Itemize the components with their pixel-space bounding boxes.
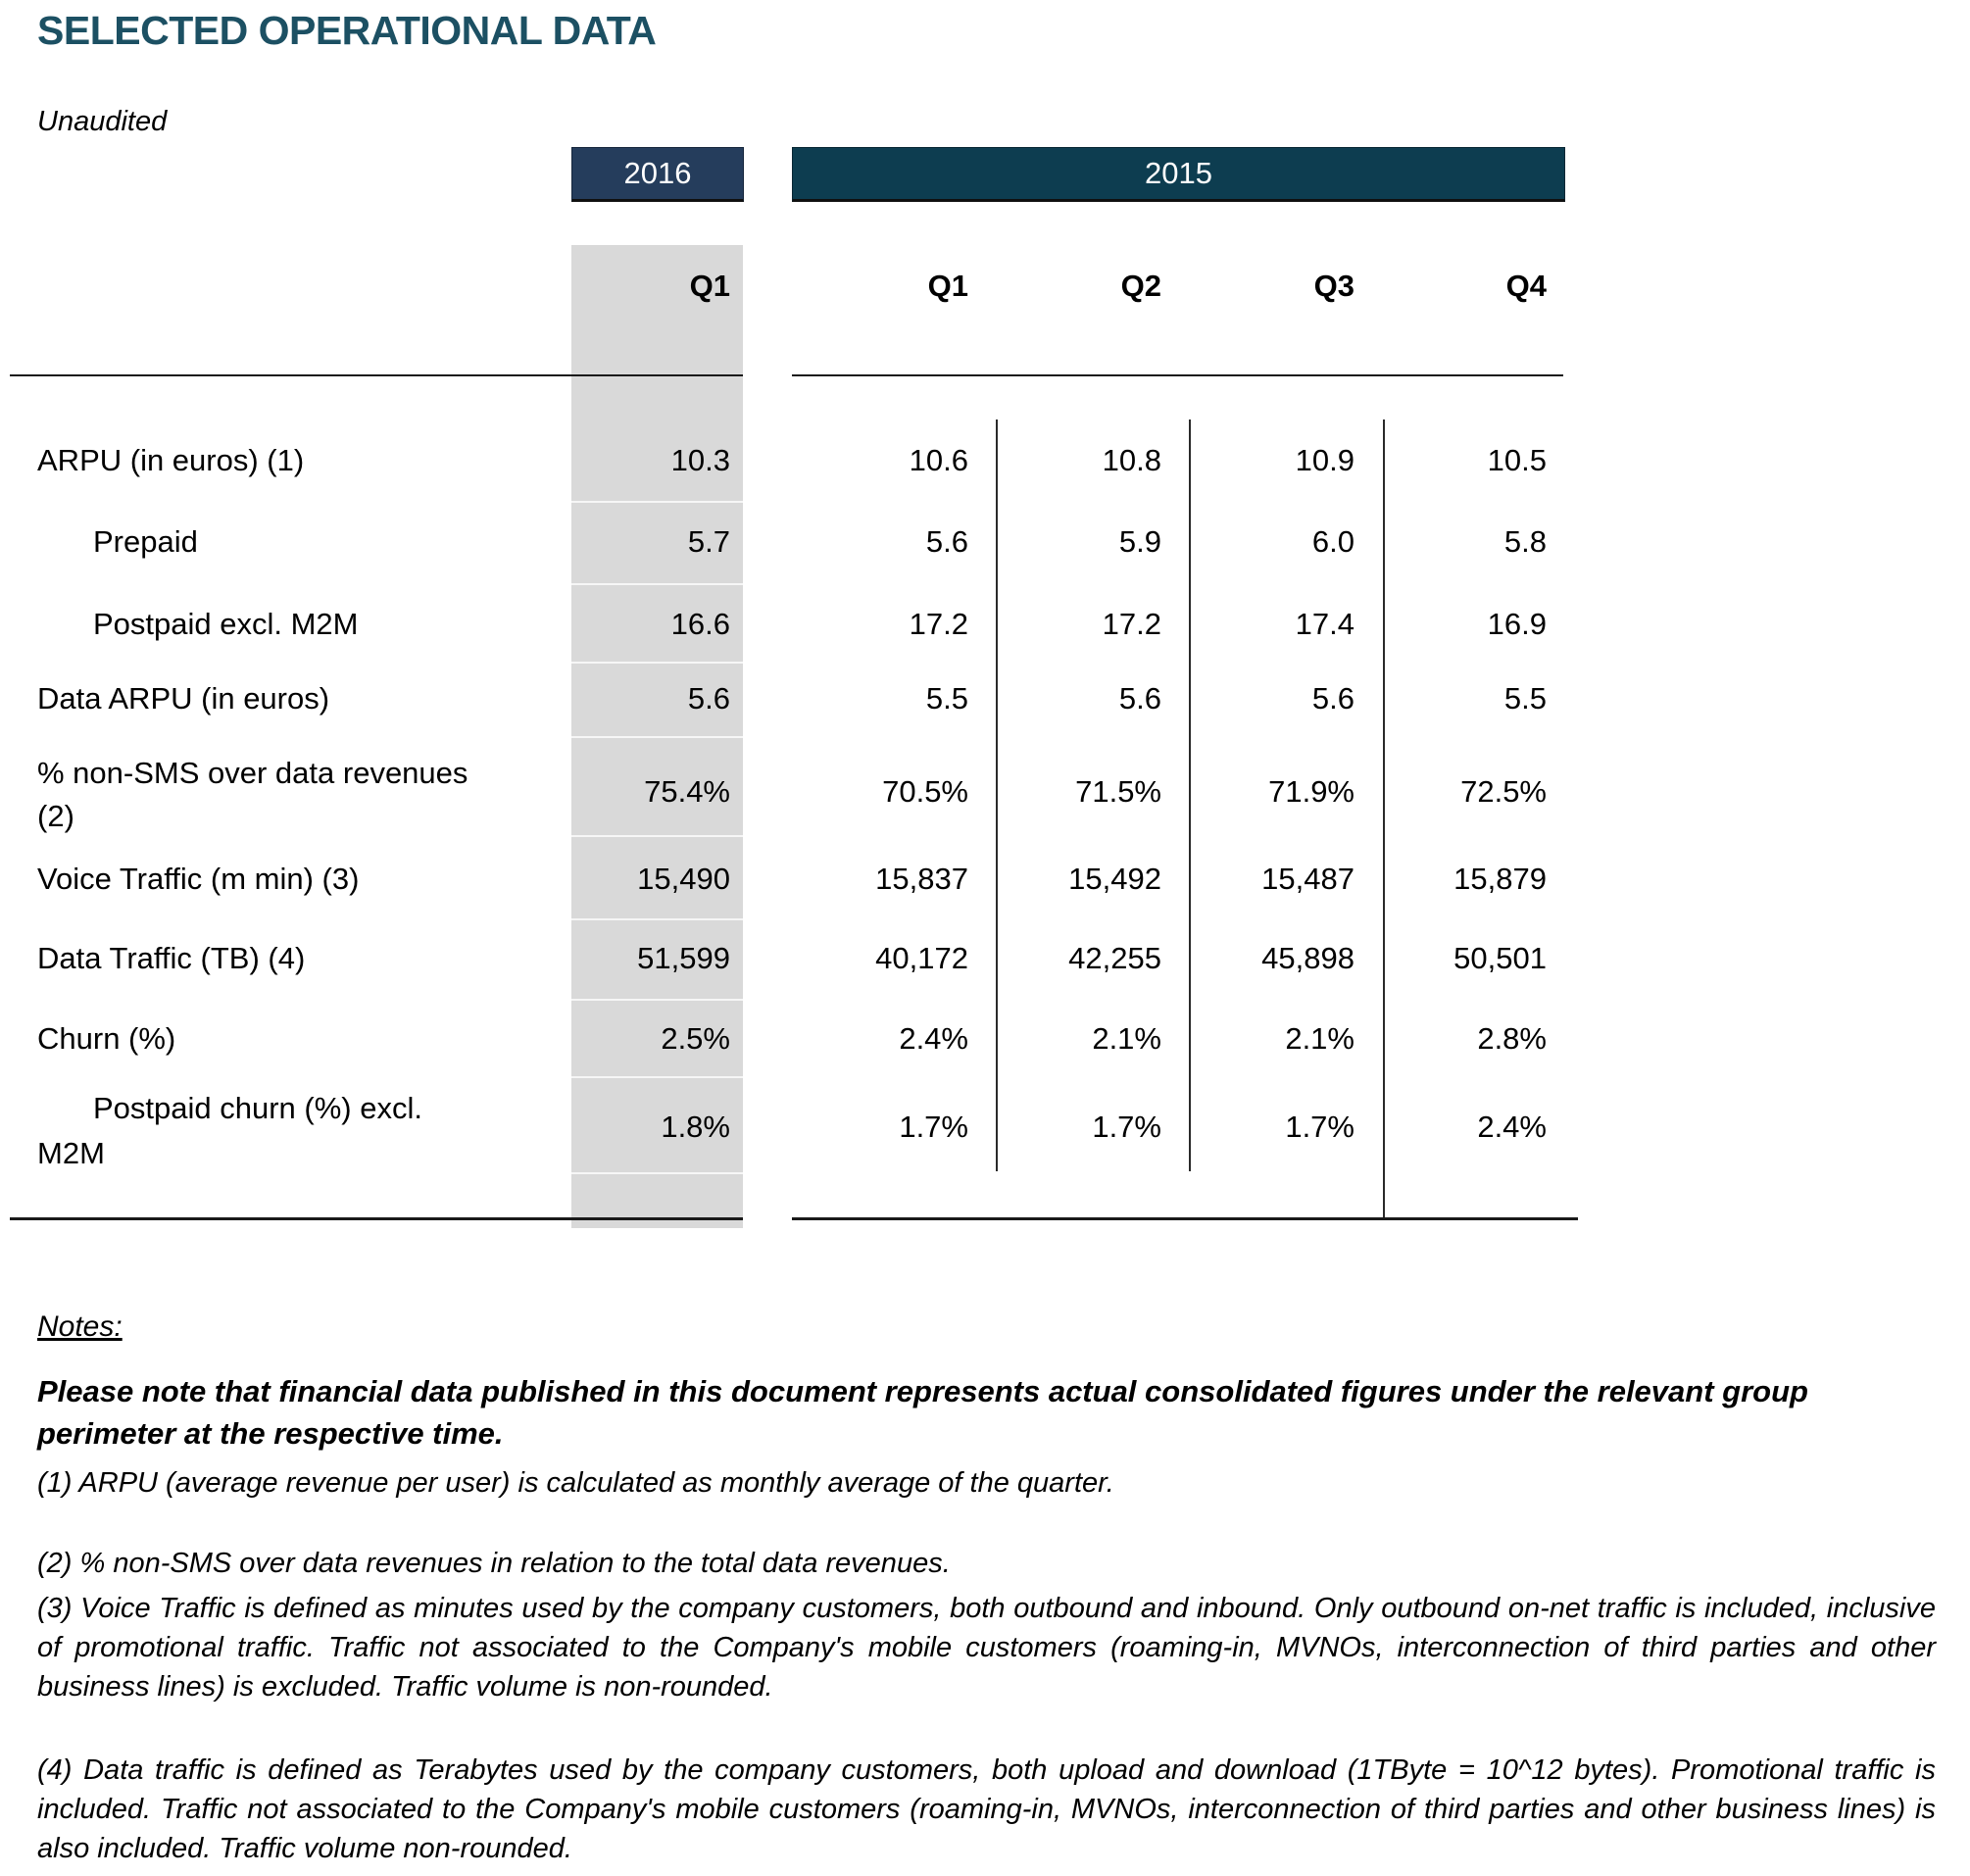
grey-row-separator [571,918,743,920]
cell-2015-q4: 72.5% [1460,774,1547,809]
cell-2015-q2: 17.2 [1102,607,1161,641]
grey-row-separator [571,736,743,738]
row-label: % non-SMS over data revenues (2) [37,756,468,833]
cell-2016-q1: 5.6 [687,681,730,716]
cell-2015-q1: 5.6 [925,524,968,559]
cell-2016-q1: 16.6 [670,607,730,641]
cell-2015-q3: 10.9 [1295,443,1354,477]
row-label: Churn (%) [37,1021,176,1056]
grey-row-separator [571,999,743,1001]
cell-2016-q1: 10.3 [670,443,730,477]
cell-2015-q3: 2.1% [1285,1021,1354,1056]
cell-2015-q2: 71.5% [1075,774,1161,809]
cell-2015-q3: 17.4 [1295,607,1354,641]
year-2015-header: 2015 [792,147,1565,202]
cell-2015-q3: 45,898 [1261,941,1354,975]
cell-2015-q1: 1.7% [899,1110,968,1144]
column-separator-q3-q4 [1383,420,1385,1218]
note-item-1: (1) ARPU (average revenue per user) is c… [37,1467,1114,1499]
cell-2015-q3: 6.0 [1311,524,1354,559]
cell-2015-q2: 5.9 [1118,524,1161,559]
q-header-2015-q1: Q1 [927,269,968,303]
cell-2015-q1: 17.2 [909,607,968,641]
unaudited-label: Unaudited [37,106,168,137]
cell-2015-q1: 10.6 [909,443,968,477]
page-title: SELECTED OPERATIONAL DATA [37,8,657,53]
bottom-rule-left [10,1217,743,1220]
cell-2016-q1: 75.4% [644,774,730,809]
row-label: Voice Traffic (m min) (3) [37,862,360,896]
q-header-2015-q4: Q4 [1505,269,1547,303]
year-2016-header: 2016 [571,147,744,202]
cell-2015-q4: 10.5 [1487,443,1547,477]
cell-2016-q1: 15,490 [637,862,730,896]
cell-2015-q2: 5.6 [1118,681,1161,716]
cell-2015-q2: 42,255 [1068,941,1161,975]
cell-2015-q1: 2.4% [899,1021,968,1056]
row-label: Postpaid churn (%) excl. M2M [37,1091,422,1170]
cell-2015-q1: 70.5% [882,774,968,809]
q-header-2015-q3: Q3 [1313,269,1354,303]
grey-row-separator [571,1172,743,1174]
row-label: Data ARPU (in euros) [37,681,330,716]
cell-2016-q1: 5.7 [687,524,730,559]
cell-2015-q3: 15,487 [1261,862,1354,896]
grey-row-separator [571,662,743,664]
q-header-2015-q2: Q2 [1120,269,1161,303]
row-label: Prepaid [93,524,198,559]
cell-2015-q1: 40,172 [875,941,968,975]
note-item-3: (3) Voice Traffic is defined as minutes … [37,1593,1936,1703]
cell-2015-q3: 71.9% [1268,774,1354,809]
cell-2015-q4: 16.9 [1487,607,1547,641]
year-2015-label: 2015 [1145,156,1212,190]
bottom-rule-right [792,1217,1578,1220]
cell-2015-q4: 50,501 [1453,941,1547,975]
grey-row-separator [571,1076,743,1078]
notes-heading: Notes: [37,1310,123,1343]
cell-2015-q2: 15,492 [1068,862,1161,896]
top-rule-right [792,374,1563,376]
cell-2015-q2: 10.8 [1102,443,1161,477]
column-separator-q1-q2 [996,420,998,1171]
cell-2016-q1: 2.5% [661,1021,730,1056]
row-label: Postpaid excl. M2M [93,607,359,641]
cell-2015-q3: 1.7% [1285,1110,1354,1144]
cell-2015-q1: 15,837 [875,862,968,896]
cell-2015-q1: 5.5 [925,681,968,716]
cell-2015-q4: 2.4% [1477,1110,1547,1144]
note-item-2: (2) % non-SMS over data revenues in rela… [37,1548,951,1579]
year-2016-label: 2016 [623,156,692,190]
cell-2015-q4: 15,879 [1453,862,1547,896]
cell-2016-q1: 51,599 [637,941,730,975]
cell-2015-q2: 1.7% [1092,1110,1161,1144]
notes-disclaimer: Please note that financial data publishe… [37,1374,1808,1451]
grey-row-separator [571,501,743,503]
q-header-2016-q1: Q1 [689,269,730,303]
cell-2015-q4: 5.5 [1503,681,1547,716]
cell-2015-q3: 5.6 [1311,681,1354,716]
column-separator-q2-q3 [1189,420,1191,1171]
grey-row-separator [571,835,743,837]
note-item-4: (4) Data traffic is defined as Terabytes… [37,1754,1936,1864]
cell-2015-q2: 2.1% [1092,1021,1161,1056]
cell-2016-q1: 1.8% [661,1110,730,1144]
grey-row-separator [571,583,743,585]
row-label: ARPU (in euros) (1) [37,443,305,477]
cell-2015-q4: 5.8 [1503,524,1547,559]
top-rule-left [10,374,743,376]
cell-2015-q4: 2.8% [1477,1021,1547,1056]
row-label: Data Traffic (TB) (4) [37,941,306,975]
